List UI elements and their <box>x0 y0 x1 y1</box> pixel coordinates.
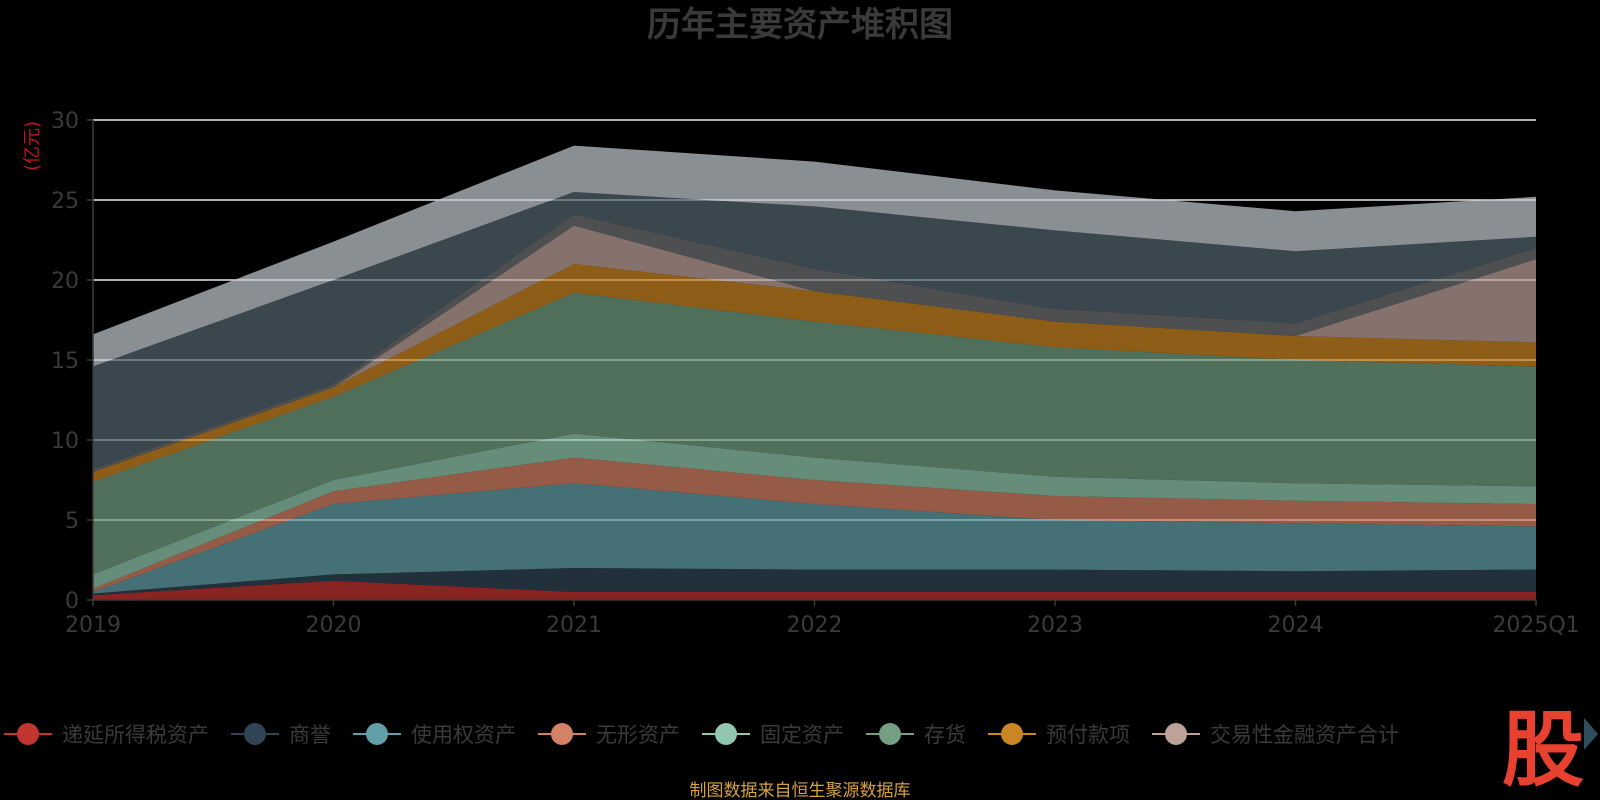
legend-next-page-arrow[interactable] <box>1584 718 1598 750</box>
legend-item-1[interactable]: 商誉 <box>231 723 331 747</box>
area-series-0 <box>93 580 1536 600</box>
stacked-areas <box>93 145 1536 600</box>
y-tick-label-15: 15 <box>51 349 79 374</box>
y-tick-label-25: 25 <box>51 189 79 214</box>
area-series-9 <box>93 192 1536 469</box>
legend-item-5[interactable]: 存货 <box>866 723 966 747</box>
legend-item-7[interactable]: 交易性金融资产合计 <box>1152 723 1399 747</box>
area-series-2 <box>93 483 1536 594</box>
y-axis-unit-label: (亿元) <box>22 121 43 171</box>
y-tick-label-10: 10 <box>51 429 79 454</box>
legend-label: 使用权资产 <box>411 723 516 747</box>
legend-item-3[interactable]: 无形资产 <box>538 723 680 747</box>
legend-marker-circle-icon <box>715 723 737 745</box>
axes: 0 5 10 15 20 25 30 2019 2020 2021 2022 2023 2024 2025… <box>51 109 1580 638</box>
legend-item-2[interactable]: 使用权资产 <box>353 723 516 747</box>
x-tick-label-2019: 2019 <box>65 613 121 638</box>
x-tick-label-2022: 2022 <box>787 613 843 638</box>
x-tick-label-2024: 2024 <box>1268 613 1324 638</box>
legend-label: 预付款项 <box>1046 723 1130 747</box>
y-tick-label-0: 0 <box>65 589 79 614</box>
x-tick-label-2020: 2020 <box>306 613 362 638</box>
brand-watermark: 股 <box>1502 703 1584 798</box>
legend-label: 商誉 <box>289 723 331 747</box>
legend-marker-circle-icon <box>1165 723 1187 745</box>
area-series-4 <box>93 433 1536 589</box>
area-series-10 <box>93 145 1536 367</box>
legend-label: 存货 <box>924 723 966 747</box>
area-series-3 <box>93 457 1536 592</box>
legend-marker-circle-icon <box>244 723 266 745</box>
x-tick-label-2023: 2023 <box>1027 613 1083 638</box>
legend-marker-circle-icon <box>1001 723 1023 745</box>
x-tick-label-2025Q1: 2025Q1 <box>1492 613 1579 638</box>
x-tick-label-2021: 2021 <box>546 613 602 638</box>
legend-label: 递延所得税资产 <box>62 723 209 747</box>
y-tick-label-5: 5 <box>65 509 79 534</box>
legend-marker-circle-icon <box>17 723 39 745</box>
data-source-note: 制图数据来自恒生聚源数据库 <box>690 781 911 800</box>
legend-item-4[interactable]: 固定资产 <box>702 723 844 747</box>
legend-label: 固定资产 <box>760 723 844 747</box>
area-series-5 <box>93 292 1536 575</box>
legend-item-6[interactable]: 预付款项 <box>988 723 1130 747</box>
legend-label: 交易性金融资产合计 <box>1210 723 1399 747</box>
legend-item-0[interactable]: 递延所得税资产 <box>4 723 209 747</box>
legend-marker-circle-icon <box>366 723 388 745</box>
y-tick-label-30: 30 <box>51 109 79 134</box>
area-series-6 <box>93 264 1536 482</box>
legend-marker-circle-icon <box>551 723 573 745</box>
y-tick-label-20: 20 <box>51 269 79 294</box>
chart-title: 历年主要资产堆积图 <box>647 5 953 45</box>
legend-label: 无形资产 <box>596 723 680 747</box>
area-series-1 <box>93 568 1536 596</box>
legend: 递延所得税资产 商誉 使用权资产 无形资产 固定资产 存货 预付款项 交易性金融资产合计 <box>4 723 1399 747</box>
chevron-right-icon[interactable] <box>1584 718 1598 750</box>
legend-marker-circle-icon <box>879 723 901 745</box>
